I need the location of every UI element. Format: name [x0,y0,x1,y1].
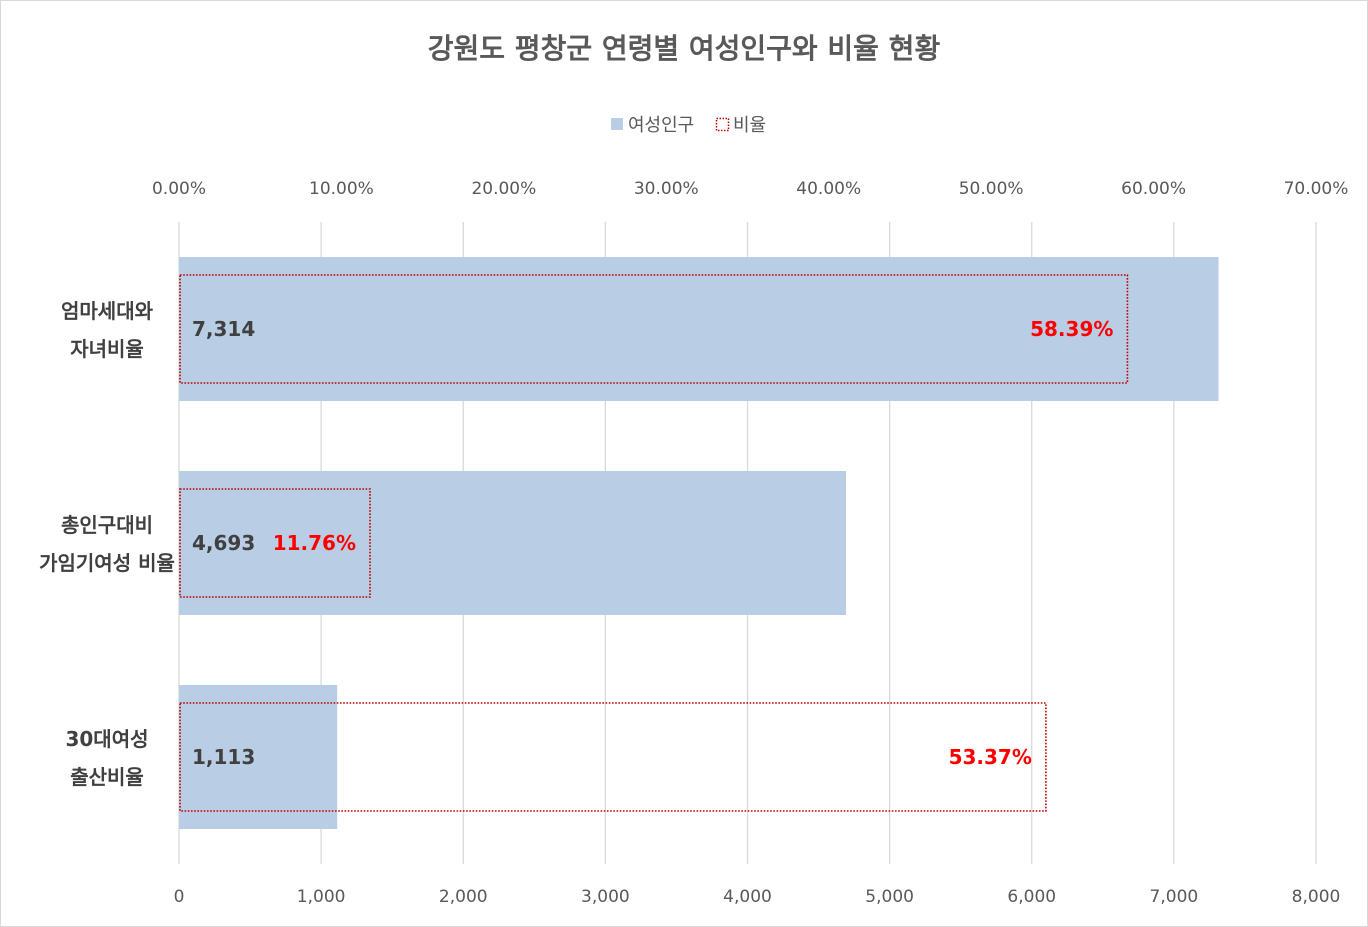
bottom-tick-label: 4,000 [723,887,772,907]
bottom-tick-label: 7,000 [1150,887,1199,907]
top-tick-label: 60.00% [1121,179,1186,199]
top-axis: 0.00% 10.00% 20.00% 30.00% 40.00% 50.00% 60.00… [152,179,1348,199]
bottom-tick-label: 2,000 [439,887,488,907]
top-tick-label: 20.00% [471,179,536,199]
bottom-axis: 0 1,000 2,000 3,000 4,000 5,000 6,000 7,000 8,00… [174,887,1341,907]
ratio-value-label: 58.39% [1030,317,1113,341]
category-label: 엄마세대와 [61,299,154,323]
ratio-box [179,488,371,598]
bottom-tick-label: 8,000 [1292,887,1341,907]
population-value-label: 1,113 [192,745,255,769]
bottom-tick-label: 1,000 [297,887,346,907]
category-label: 자녀비율 [70,337,144,361]
data-labels: 7,314 58.39% 4,693 11.76% 1,113 53.37% [192,317,1113,769]
category-label: 가임기여성 비율 [39,551,175,575]
top-tick-label: 0.00% [152,179,206,199]
ratio-box [179,702,1047,812]
top-tick-label: 30.00% [634,179,699,199]
top-tick-label: 40.00% [796,179,861,199]
ratio-box [179,274,1129,384]
category-label: 출산비율 [70,765,144,789]
category-label: 30대여성 [65,727,148,751]
legend: 여성인구 비율 [611,115,766,136]
ratio-boxes [179,274,1129,812]
population-value-label: 7,314 [192,317,255,341]
population-value-label: 4,693 [192,531,255,555]
population-bar [179,257,1219,401]
category-label: 총인구대비 [61,513,153,537]
legend-label-population: 여성인구 [628,115,694,136]
chart-title: 강원도 평창군 연령별 여성인구와 비율 현황 [428,32,941,65]
ratio-value-label: 11.76% [273,531,356,555]
population-bar [179,685,338,829]
top-tick-label: 70.00% [1284,179,1349,199]
bottom-tick-label: 0 [174,887,185,907]
legend-label-ratio: 비율 [733,115,766,136]
legend-swatch-population [611,118,623,130]
top-tick-label: 10.00% [309,179,374,199]
bars [179,257,1219,829]
population-bar [179,471,846,615]
bottom-tick-label: 5,000 [865,887,914,907]
legend-swatch-ratio [715,117,730,132]
ratio-value-label: 53.37% [949,745,1032,769]
top-tick-label: 50.00% [959,179,1024,199]
bottom-tick-label: 6,000 [1007,887,1056,907]
bottom-tick-label: 3,000 [581,887,630,907]
